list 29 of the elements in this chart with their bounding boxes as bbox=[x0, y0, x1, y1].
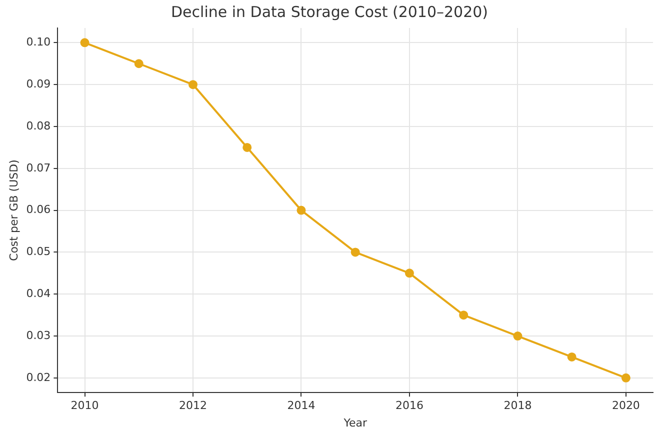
y-tick-label: 0.07 bbox=[26, 161, 51, 174]
point bbox=[134, 59, 144, 68]
x-tick-label: 2010 bbox=[70, 399, 99, 412]
point bbox=[459, 310, 468, 320]
y-tick-label: 0.06 bbox=[26, 203, 51, 216]
point bbox=[296, 206, 306, 215]
x-tick-label: 2016 bbox=[395, 399, 424, 412]
x-axis-title: Year bbox=[342, 416, 368, 430]
y-tick-label: 0.03 bbox=[26, 328, 51, 342]
y-tick-label: 0.02 bbox=[26, 370, 51, 384]
point bbox=[80, 38, 90, 48]
y-tick-label: 0.09 bbox=[26, 77, 51, 90]
point bbox=[188, 80, 198, 90]
y-axis-title: Cost per GB (USD) bbox=[7, 160, 20, 261]
point bbox=[513, 332, 522, 341]
x-tick-label: 2018 bbox=[504, 399, 532, 412]
point bbox=[242, 142, 252, 152]
x-tick-label: 2012 bbox=[178, 399, 207, 412]
chart-title: Decline in Data Storage Cost (2010–2020) bbox=[170, 2, 488, 21]
point bbox=[404, 268, 414, 278]
x-tick-label: 2020 bbox=[612, 399, 640, 412]
y-tick-label: 0.08 bbox=[26, 119, 51, 132]
y-tick-label: 0.04 bbox=[26, 286, 51, 300]
x-tick-label: 2014 bbox=[287, 399, 316, 412]
point bbox=[567, 352, 576, 362]
point bbox=[350, 248, 360, 257]
y-tick-label: 0.05 bbox=[26, 245, 51, 258]
point bbox=[621, 373, 630, 382]
y-tick-label: 0.10 bbox=[26, 36, 51, 49]
